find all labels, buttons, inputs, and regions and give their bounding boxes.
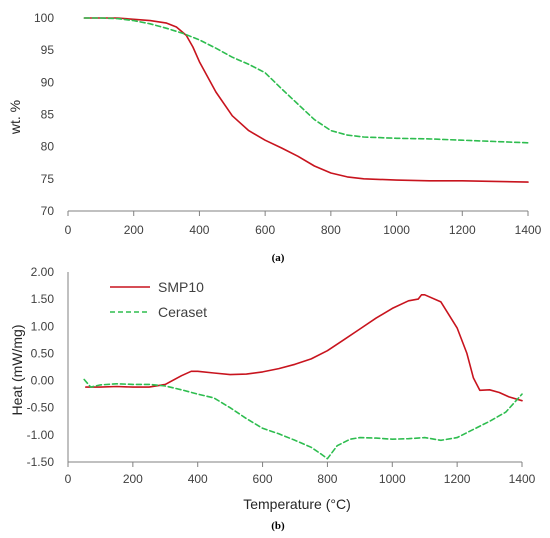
legend-label-ceraset: Ceraset [158,304,207,320]
y-tick-label: 0.50 [31,346,55,360]
x-tick-labels-a: 0 200 400 600 800 1000 1200 1400 [65,223,542,237]
y-tick-labels-b: -1.50 -1.00 -0.50 0.00 0.50 1.00 1.50 2.00 [27,265,55,469]
y-tick-label: -1.50 [27,455,55,469]
chart-panel-a: wt. % 70 75 80 85 90 95 100 0 200 400 600 800 1000 1… [7,11,542,264]
series-line-smp10 [83,17,529,183]
series-group-a [83,17,529,183]
legend-label-smp10: SMP10 [158,279,204,295]
x-tick-label: 1400 [509,472,536,486]
legend: SMP10 Ceraset [110,279,207,320]
x-tick-label: 0 [65,472,72,486]
y-tick-label: 95 [41,43,55,57]
panel-label-b: (b) [271,520,285,532]
x-tick-label: 0 [65,223,72,237]
x-tick-label: 1400 [515,223,542,237]
x-tick-label: 200 [123,472,143,486]
series-line-smp10 [85,293,523,402]
x-tick-label: 800 [317,472,337,486]
x-tick-label: 400 [188,472,208,486]
series-line-ceraset [83,17,529,144]
y-tick-label: 1.50 [31,292,55,306]
x-tick-label: 200 [124,223,144,237]
y-tick-label: 0.00 [31,374,55,388]
x-tick-labels-b: 0 200 400 600 800 1000 1200 1400 [65,472,536,486]
y-tick-label: 100 [34,11,54,25]
x-tick-label: 1000 [379,472,406,486]
x-tick-label: 800 [321,223,341,237]
y-tick-label: 70 [41,204,55,218]
x-tick-marks-a [67,211,529,216]
y-tick-label: 80 [41,140,55,154]
y-tick-labels-a: 70 75 80 85 90 95 100 [34,11,54,218]
y-tick-label: 85 [41,108,55,122]
y-tick-label: 2.00 [31,265,55,279]
panel-label-a: (a) [272,252,285,264]
y-tick-label: 1.00 [31,319,55,333]
x-axis-title-b: Temperature (°C) [243,496,351,512]
x-tick-label: 600 [253,472,273,486]
y-tick-label: -0.50 [27,401,55,415]
x-tick-label: 600 [255,223,275,237]
x-tick-marks-b [67,462,523,467]
y-axis-title-b: Heat (mW/mg) [9,325,25,416]
y-tick-label: -1.00 [27,428,55,442]
y-tick-label: 90 [41,75,55,89]
x-tick-label: 1200 [449,223,476,237]
series-group-b [83,293,523,460]
series-line-ceraset [83,378,523,460]
x-tick-label: 1200 [444,472,471,486]
x-tick-label: 400 [189,223,209,237]
y-tick-label: 75 [41,172,55,186]
x-tick-label: 1000 [383,223,410,237]
chart-panel-b: Heat (mW/mg) Temperature (°C) -1.50 -1.00… [9,265,536,532]
y-axis-title-a: wt. % [7,100,23,135]
